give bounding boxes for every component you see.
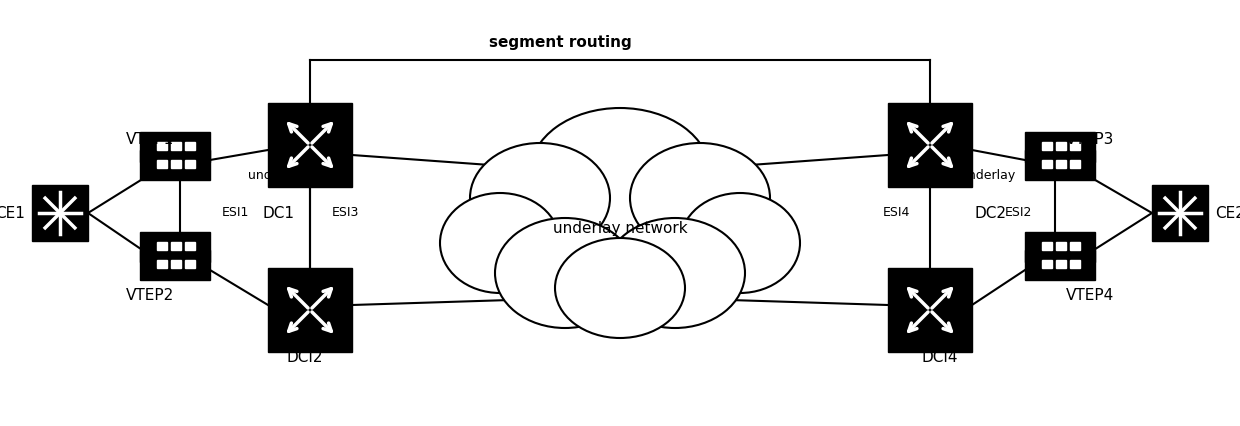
- Bar: [185, 142, 195, 150]
- Ellipse shape: [470, 143, 610, 253]
- Text: DC2: DC2: [975, 205, 1007, 221]
- Bar: [171, 160, 181, 168]
- Text: VTEP1: VTEP1: [126, 132, 174, 147]
- Text: DCI4: DCI4: [921, 351, 959, 366]
- Ellipse shape: [440, 193, 560, 293]
- Text: DCI2: DCI2: [286, 351, 324, 366]
- Bar: [157, 160, 167, 168]
- Bar: [140, 132, 210, 162]
- Text: CE2: CE2: [1215, 205, 1240, 221]
- Ellipse shape: [630, 143, 770, 253]
- Text: underlay network: underlay network: [553, 221, 687, 236]
- Bar: [140, 250, 210, 280]
- Bar: [157, 242, 167, 250]
- Bar: [268, 268, 352, 352]
- Ellipse shape: [680, 193, 800, 293]
- Bar: [1056, 260, 1066, 268]
- Bar: [1025, 150, 1095, 180]
- Bar: [32, 185, 88, 241]
- Bar: [1056, 160, 1066, 168]
- Bar: [1042, 142, 1052, 150]
- Bar: [1042, 160, 1052, 168]
- Text: ESI3: ESI3: [332, 207, 360, 219]
- Ellipse shape: [529, 108, 711, 238]
- Bar: [171, 260, 181, 268]
- Bar: [888, 268, 972, 352]
- Text: DCI1: DCI1: [272, 110, 309, 126]
- Ellipse shape: [556, 238, 684, 338]
- Bar: [1070, 160, 1080, 168]
- Text: ESI2: ESI2: [1004, 207, 1033, 219]
- Bar: [1042, 260, 1052, 268]
- Bar: [1070, 242, 1080, 250]
- Ellipse shape: [605, 218, 745, 328]
- Bar: [1025, 232, 1095, 262]
- Text: ESI1: ESI1: [222, 207, 249, 219]
- Bar: [1152, 185, 1208, 241]
- Bar: [140, 232, 210, 262]
- Bar: [888, 103, 972, 187]
- Text: VTEP3: VTEP3: [1066, 132, 1115, 147]
- Bar: [140, 150, 210, 180]
- Text: DCI3: DCI3: [936, 110, 973, 126]
- Bar: [1070, 142, 1080, 150]
- Text: ESI4: ESI4: [883, 207, 910, 219]
- Bar: [1056, 242, 1066, 250]
- Bar: [1056, 142, 1066, 150]
- Text: CE1: CE1: [0, 205, 25, 221]
- Text: VTEP4: VTEP4: [1066, 288, 1114, 302]
- Bar: [185, 160, 195, 168]
- Bar: [185, 242, 195, 250]
- Bar: [157, 142, 167, 150]
- Text: segment routing: segment routing: [489, 35, 631, 49]
- Bar: [1042, 242, 1052, 250]
- Ellipse shape: [495, 218, 635, 328]
- Text: underlay: underlay: [960, 169, 1016, 181]
- Bar: [1025, 132, 1095, 162]
- Bar: [157, 260, 167, 268]
- Bar: [171, 142, 181, 150]
- Text: DC1: DC1: [262, 205, 294, 221]
- Bar: [171, 242, 181, 250]
- Text: VTEP2: VTEP2: [126, 288, 174, 302]
- Bar: [1025, 250, 1095, 280]
- Bar: [268, 103, 352, 187]
- Text: underlay: underlay: [248, 169, 304, 181]
- Bar: [1070, 260, 1080, 268]
- Bar: [185, 260, 195, 268]
